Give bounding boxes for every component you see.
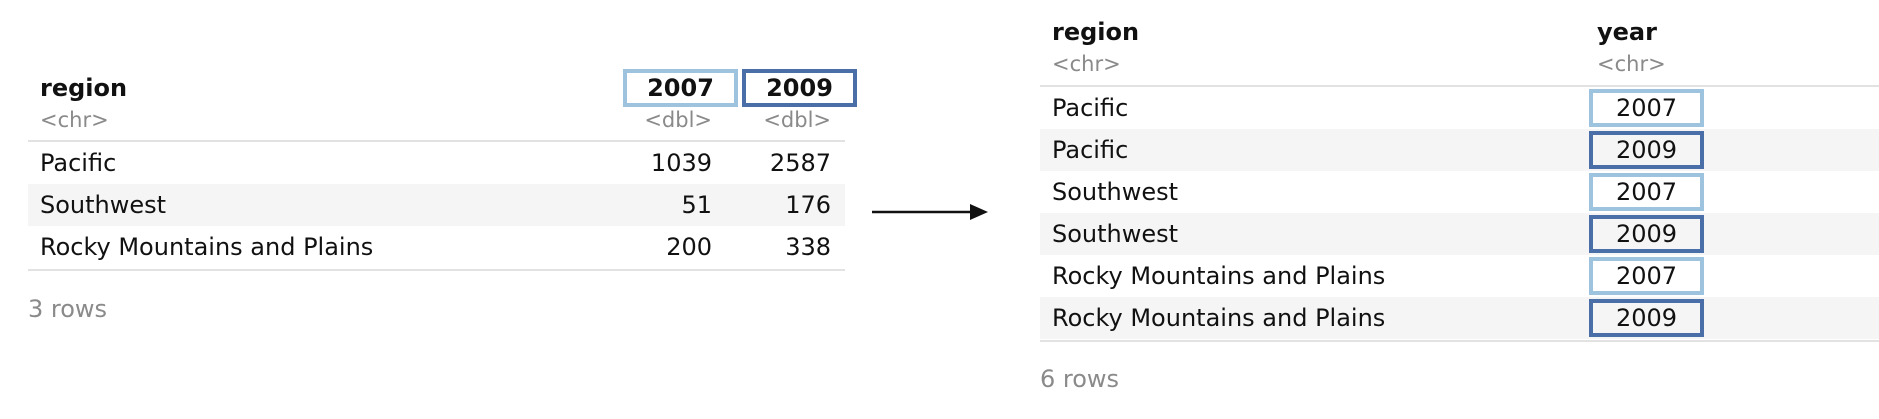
wide-cell-2009: 2587: [769, 149, 831, 177]
long-cell-year-highlight: 2009: [1589, 131, 1704, 169]
long-cell-region: Pacific: [1052, 94, 1129, 122]
table-row: Pacific 2007: [1040, 87, 1879, 129]
table-row: Pacific 1039 2587: [28, 142, 845, 184]
long-cell-region: Pacific: [1052, 136, 1129, 164]
wide-header-2009-highlight: 2009: [742, 69, 857, 107]
wide-cell-2007: 200: [666, 233, 712, 261]
long-cell-year-highlight: 2007: [1589, 89, 1704, 127]
long-cell-region: Southwest: [1052, 220, 1179, 248]
long-type-year: <chr>: [1597, 52, 1666, 76]
long-header-region: region: [1052, 18, 1140, 46]
table-row: Rocky Mountains and Plains 2009: [1040, 297, 1879, 339]
table-row: Southwest 2009: [1040, 213, 1879, 255]
wide-header-rule: [28, 140, 845, 142]
table-row: Southwest 2007: [1040, 171, 1879, 213]
wide-cell-region: Pacific: [40, 149, 117, 177]
wide-cell-region: Southwest: [40, 191, 167, 219]
long-cell-region: Rocky Mountains and Plains: [1052, 304, 1386, 332]
wide-cell-2009: 338: [785, 233, 831, 261]
table-row: Rocky Mountains and Plains 2007: [1040, 255, 1879, 297]
long-cell-region: Southwest: [1052, 178, 1179, 206]
wide-header-region: region: [40, 74, 128, 102]
transform-arrow-icon: [872, 204, 988, 220]
wide-header-2007-highlight: 2007: [623, 69, 738, 107]
arrow-head: [970, 204, 988, 220]
wide-type-2007: <dbl>: [644, 108, 712, 132]
long-row-count: 6 rows: [1040, 365, 1120, 393]
wide-type-2009: <dbl>: [763, 108, 831, 132]
wide-cell-2007: 1039: [650, 149, 712, 177]
long-bottom-rule: [1040, 340, 1879, 342]
long-cell-year-highlight: 2009: [1589, 299, 1704, 337]
wide-table: region <chr> 2007 2009 <dbl> <dbl> Pacif…: [0, 0, 860, 419]
long-cell-year-highlight: 2007: [1589, 173, 1704, 211]
long-header-rule: [1040, 85, 1879, 87]
long-header-year: year: [1597, 18, 1657, 46]
table-row: Southwest 51 176: [28, 184, 845, 226]
wide-cell-2009: 176: [785, 191, 831, 219]
long-type-region: <chr>: [1052, 52, 1121, 76]
wide-type-region: <chr>: [40, 108, 109, 132]
wide-bottom-rule: [28, 269, 845, 271]
wide-cell-region: Rocky Mountains and Plains: [40, 233, 374, 261]
long-cell-year-highlight: 2007: [1589, 257, 1704, 295]
wide-row-count: 3 rows: [28, 295, 108, 323]
table-row: Rocky Mountains and Plains 200 338: [28, 226, 845, 268]
long-cell-year-highlight: 2009: [1589, 215, 1704, 253]
table-row: Pacific 2009: [1040, 129, 1879, 171]
long-table: region <chr> year <chr> Pacific 2007 Pac…: [1030, 0, 1879, 419]
wide-cell-2007: 51: [681, 191, 712, 219]
long-cell-region: Rocky Mountains and Plains: [1052, 262, 1386, 290]
